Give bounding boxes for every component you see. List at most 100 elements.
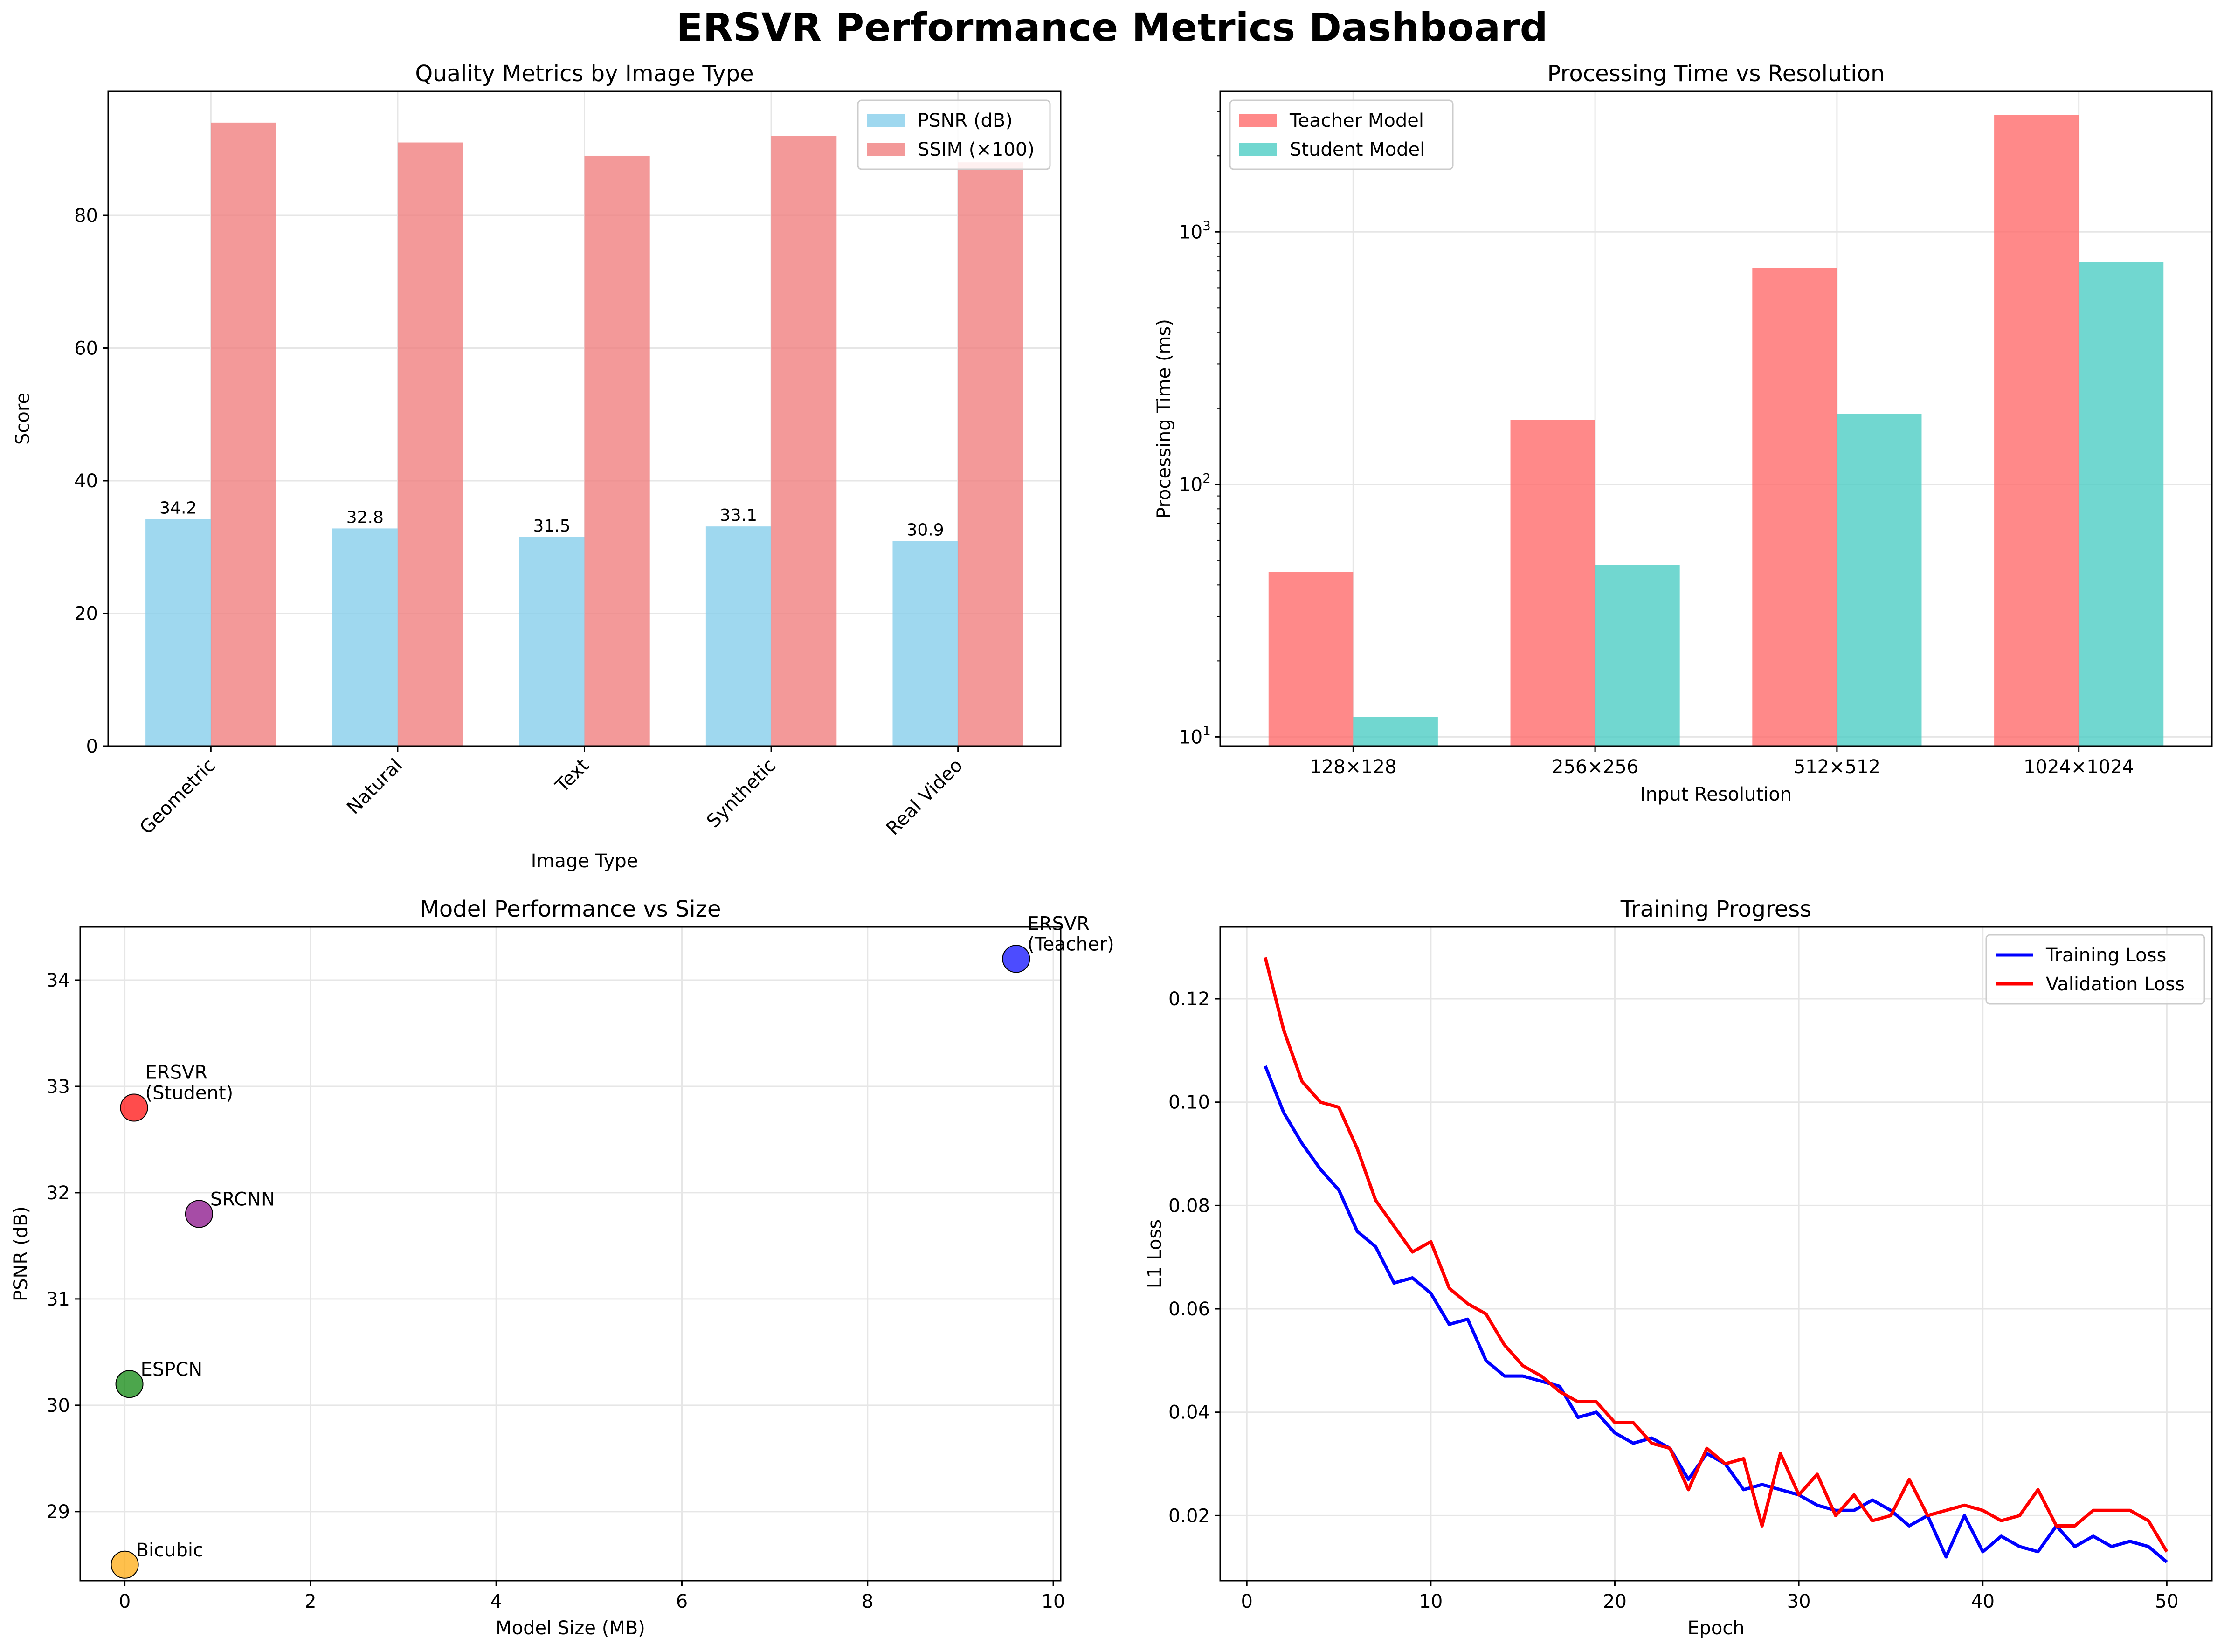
ssim-bar-0	[211, 122, 276, 746]
psnr-bar-2	[519, 537, 585, 746]
training-ytick-label-2: 0.06	[1168, 1299, 1210, 1320]
student-bar-0	[1353, 717, 1438, 746]
training-frame	[1219, 926, 2213, 1582]
psnr-data-label-2: 31.5	[533, 517, 570, 536]
quality-legend-swatch-1	[867, 143, 905, 156]
training-ytick-label-0: 0.02	[1168, 1505, 1210, 1527]
size-xtick-label-3: 6	[676, 1591, 688, 1612]
training-legend-label-1: Validation Loss	[2046, 974, 2185, 995]
size-xtick-label-1: 2	[304, 1591, 316, 1612]
quality-xlabel: Image Type	[531, 850, 638, 872]
processing-ytick-label-2: 103	[1179, 218, 1211, 243]
dashboard-title: ERSVR Performance Metrics Dashboard	[676, 5, 1547, 50]
training-ytick-label-3: 0.08	[1168, 1195, 1210, 1217]
size-ytick-label-0: 29	[46, 1501, 70, 1523]
ssim-bar-3	[771, 136, 837, 746]
training-legend-label-0: Training Loss	[2045, 945, 2166, 966]
size-xlabel: Model Size (MB)	[496, 1617, 645, 1639]
training-xtick-label-3: 30	[1787, 1591, 1811, 1612]
teacher-bar-1	[1510, 420, 1595, 746]
student-bar-3	[2079, 262, 2164, 747]
training-xtick-label-0: 0	[1241, 1591, 1252, 1612]
quality-legend-label-0: PSNR (dB)	[918, 110, 1013, 131]
processing-title: Processing Time vs Resolution	[1547, 61, 1885, 87]
processing-legend-swatch-1	[1239, 143, 1277, 156]
training-ylabel: L1 Loss	[1144, 1219, 1166, 1288]
processing-legend-label-0: Teacher Model	[1289, 110, 1424, 131]
size-point-3	[115, 1370, 144, 1398]
size-point-label-0-0: ERSVR	[1027, 913, 1090, 934]
validation-loss-line	[1264, 957, 2169, 1553]
training-xtick-label-5: 50	[2155, 1591, 2179, 1612]
size-xtick-label-0: 0	[119, 1591, 131, 1612]
quality-title: Quality Metrics by Image Type	[415, 61, 753, 87]
teacher-bar-0	[1268, 572, 1354, 746]
processing-xtick-label-2: 512×512	[1794, 756, 1880, 778]
training-loss-line	[1264, 1065, 2168, 1563]
processing-xlabel: Input Resolution	[1640, 784, 1792, 805]
quality-ytick-label-2: 40	[74, 470, 98, 492]
size-ytick-label-3: 32	[46, 1182, 70, 1204]
processing-ylabel: Processing Time (ms)	[1153, 319, 1175, 518]
quality-ylabel: Score	[12, 393, 34, 445]
quality-ytick-label-4: 80	[74, 205, 98, 227]
psnr-bar-0	[145, 519, 211, 746]
student-bar-1	[1595, 565, 1680, 746]
processing-legend	[1229, 99, 1454, 170]
training-ytick-label-1: 0.04	[1168, 1402, 1210, 1424]
quality-ytick-label-3: 60	[74, 338, 98, 359]
size-point-label-2-0: SRCNN	[210, 1189, 275, 1210]
psnr-data-label-1: 32.8	[346, 508, 384, 527]
training-xlabel: Epoch	[1687, 1617, 1744, 1639]
processing-chart: 101 102 103 128×128 256×256 512×512 1024×1024 P…	[1153, 61, 2213, 805]
training-title: Training Progress	[1620, 896, 1812, 922]
quality-legend-swatch-0	[867, 114, 905, 127]
psnr-data-label-3: 33.1	[720, 506, 757, 525]
size-point-label-1-0: ERSVR	[145, 1062, 208, 1084]
psnr-bar-1	[332, 528, 398, 746]
teacher-bar-2	[1752, 268, 1837, 746]
size-point-label-4-0: Bicubic	[136, 1540, 203, 1561]
size-point-2	[185, 1200, 213, 1228]
quality-ytick-label-1: 20	[74, 603, 98, 625]
quality-legend	[857, 99, 1051, 170]
size-point-label-1-1: (Student)	[145, 1083, 234, 1104]
size-ytick-label-1: 30	[46, 1395, 70, 1417]
size-point-label-3-0: ESPCN	[141, 1359, 203, 1380]
student-bar-2	[1837, 414, 1922, 746]
size-xtick-label-5: 10	[1042, 1591, 1065, 1612]
processing-xtick-label-1: 256×256	[1552, 756, 1638, 778]
processing-legend-swatch-0	[1239, 114, 1277, 127]
size-point-1	[120, 1093, 148, 1122]
quality-ytick-label-0: 0	[86, 736, 98, 757]
training-ytick-label-5: 0.12	[1168, 988, 1210, 1010]
size-ytick-label-2: 31	[46, 1289, 70, 1310]
size-frame	[79, 926, 1062, 1582]
size-ylabel: PSNR (dB)	[10, 1206, 32, 1301]
processing-xtick-label-3: 1024×1024	[2024, 756, 2134, 778]
psnr-bar-4	[892, 541, 958, 746]
training-xtick-label-4: 40	[1971, 1591, 1995, 1612]
psnr-bar-3	[705, 526, 772, 746]
psnr-data-label-4: 30.9	[906, 520, 944, 539]
ssim-bar-4	[958, 162, 1023, 747]
psnr-data-label-0: 34.2	[159, 499, 197, 518]
processing-frame	[1219, 90, 2213, 747]
training-legend	[1985, 934, 2205, 1005]
size-ytick-label-4: 33	[46, 1076, 70, 1098]
processing-legend-label-1: Student Model	[1290, 139, 1425, 160]
training-ytick-label-4: 0.10	[1168, 1092, 1210, 1113]
size-point-label-0-1: (Teacher)	[1027, 933, 1114, 955]
size-ytick-label-5: 34	[46, 970, 70, 991]
quality-legend-label-1: SSIM (×100)	[918, 139, 1035, 160]
size-xtick-label-4: 8	[862, 1591, 873, 1612]
size-title: Model Performance vs Size	[420, 896, 721, 922]
size-xtick-label-2: 4	[490, 1591, 502, 1612]
teacher-bar-3	[1994, 115, 2079, 746]
size-point-4	[111, 1550, 139, 1579]
processing-ytick-label-0: 101	[1179, 723, 1211, 748]
training-chart: 0.02 0.04 0.06 0.08 0.10 0.12 0 10 20 30 40 50 Train…	[1144, 896, 2213, 1639]
training-xtick-label-2: 20	[1603, 1591, 1627, 1612]
processing-xtick-label-0: 128×128	[1310, 756, 1396, 778]
